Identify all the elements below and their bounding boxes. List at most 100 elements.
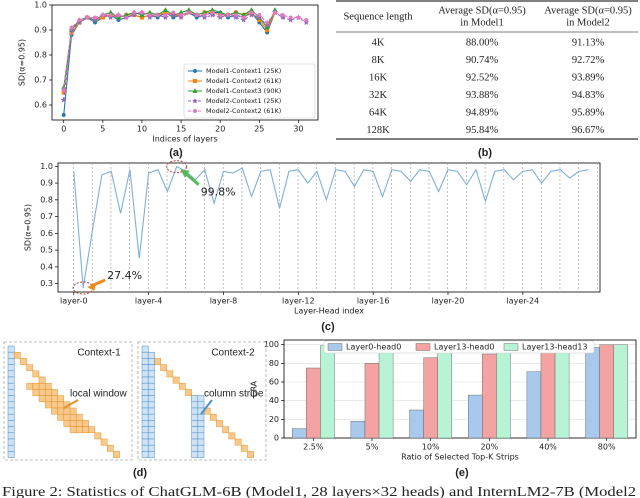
- x-axis-label: Indices of layers: [152, 135, 217, 144]
- stripe-cell: [147, 413, 155, 421]
- marker: [146, 14, 153, 21]
- marker: [60, 96, 67, 103]
- legend-label: Model1-Context1 (25K): [206, 67, 281, 75]
- stripe-cell: [141, 358, 149, 365]
- stripe-cell: [7, 376, 15, 384]
- bar: [364, 363, 380, 439]
- stripe-cell: [147, 376, 155, 384]
- stripe-cell: [191, 420, 199, 427]
- stripe-cell: [197, 438, 205, 446]
- window-cell: [106, 444, 114, 452]
- marker: [91, 16, 99, 23]
- plot-frame: [57, 162, 601, 293]
- window-cell: [100, 438, 108, 446]
- y-tick-label: 0.8: [34, 51, 47, 60]
- stripe-cell: [197, 426, 205, 434]
- bar: [378, 344, 394, 439]
- stripe-cell: [141, 389, 149, 396]
- stripe-cell: [191, 444, 199, 452]
- bar: [613, 344, 628, 439]
- y-tick-label: 0.3: [40, 279, 53, 288]
- stripe-cell: [147, 351, 155, 359]
- stripe-cell: [147, 358, 155, 365]
- y-axis-label: SD(α=0.95): [18, 39, 27, 86]
- x-tick-label: 15: [176, 125, 186, 134]
- window-cell: [82, 420, 89, 427]
- legend-box: [323, 340, 595, 354]
- window-cell: [32, 370, 40, 378]
- stripe-cell: [147, 407, 155, 415]
- bar: [540, 345, 556, 439]
- marker: [209, 11, 216, 18]
- stripe-cell: [141, 426, 149, 434]
- y-tick-label: 100: [264, 340, 279, 349]
- marker: [61, 87, 66, 93]
- stripe-cell: [191, 426, 199, 434]
- bar: [292, 428, 307, 439]
- y-tick-label: 0.8: [40, 195, 53, 204]
- bar: [482, 353, 497, 439]
- marker: [171, 10, 176, 15]
- table-cell: 8K: [372, 55, 385, 66]
- title-box: [70, 345, 128, 360]
- y-tick-label: 40: [269, 396, 279, 405]
- stripe-cell: [7, 451, 15, 458]
- y-tick-label: 0.5: [40, 246, 53, 255]
- marker: [162, 7, 169, 12]
- x-tick-label: 40%: [539, 443, 557, 452]
- legend-swatch: [503, 343, 519, 351]
- x-tick-label: layer-4: [135, 297, 163, 306]
- stripe-cell: [191, 432, 199, 440]
- marker: [124, 15, 129, 20]
- legend-label: Layer13-head0: [434, 343, 494, 352]
- window-cell: [51, 407, 58, 415]
- marker: [296, 15, 301, 20]
- window-cell: [88, 426, 96, 434]
- legend-label: Layer13-head13: [522, 343, 588, 352]
- window-cell: [75, 413, 83, 421]
- label-arrow: [200, 399, 213, 415]
- stripe-cell: [7, 426, 15, 434]
- window-cell: [63, 413, 71, 421]
- marker: [162, 14, 169, 21]
- marker: [131, 11, 138, 18]
- annotation: 99.8%: [201, 186, 236, 199]
- stripe-cell: [141, 364, 149, 372]
- label-arrow: [63, 399, 79, 409]
- stripe-cell: [147, 420, 155, 427]
- marker: [249, 10, 254, 15]
- window-cell: [44, 382, 52, 390]
- stripe-cell: [191, 407, 199, 415]
- stripe-cell: [141, 382, 149, 390]
- stripe-cell: [147, 370, 155, 378]
- window-cell: [38, 389, 46, 396]
- plot-frame: [283, 339, 637, 439]
- x-tick-label: 10: [137, 125, 147, 134]
- panel-title: Context-1: [77, 348, 121, 359]
- window-cell: [69, 407, 77, 415]
- y-tick-label: 0.7: [34, 76, 47, 85]
- x-tick-label: layer-16: [357, 297, 390, 306]
- bar: [554, 344, 570, 439]
- window-cell: [69, 426, 77, 434]
- window-cell: [247, 451, 254, 458]
- table-cell: 92.72%: [572, 55, 605, 66]
- legend-label: Model1-Context2 (61K): [206, 77, 281, 85]
- diagram-label: local window: [70, 389, 127, 400]
- table-header: Sequence length: [343, 11, 413, 22]
- marker: [139, 10, 145, 15]
- window-cell: [26, 364, 34, 372]
- marker: [100, 12, 105, 18]
- marker: [92, 15, 98, 20]
- plot-frame: [51, 4, 319, 121]
- annotation-arrowhead: [180, 169, 190, 178]
- marker: [288, 15, 293, 20]
- y-tick-label: 0.6: [34, 101, 47, 110]
- legend-label: Model2-Context2 (61K): [206, 107, 281, 115]
- table-cell: 95.84%: [466, 125, 499, 136]
- x-tick-label: 0: [61, 125, 66, 134]
- stripe-cell: [191, 395, 199, 403]
- marker: [77, 17, 82, 23]
- stripe-cell: [147, 389, 155, 396]
- marker: [272, 10, 278, 15]
